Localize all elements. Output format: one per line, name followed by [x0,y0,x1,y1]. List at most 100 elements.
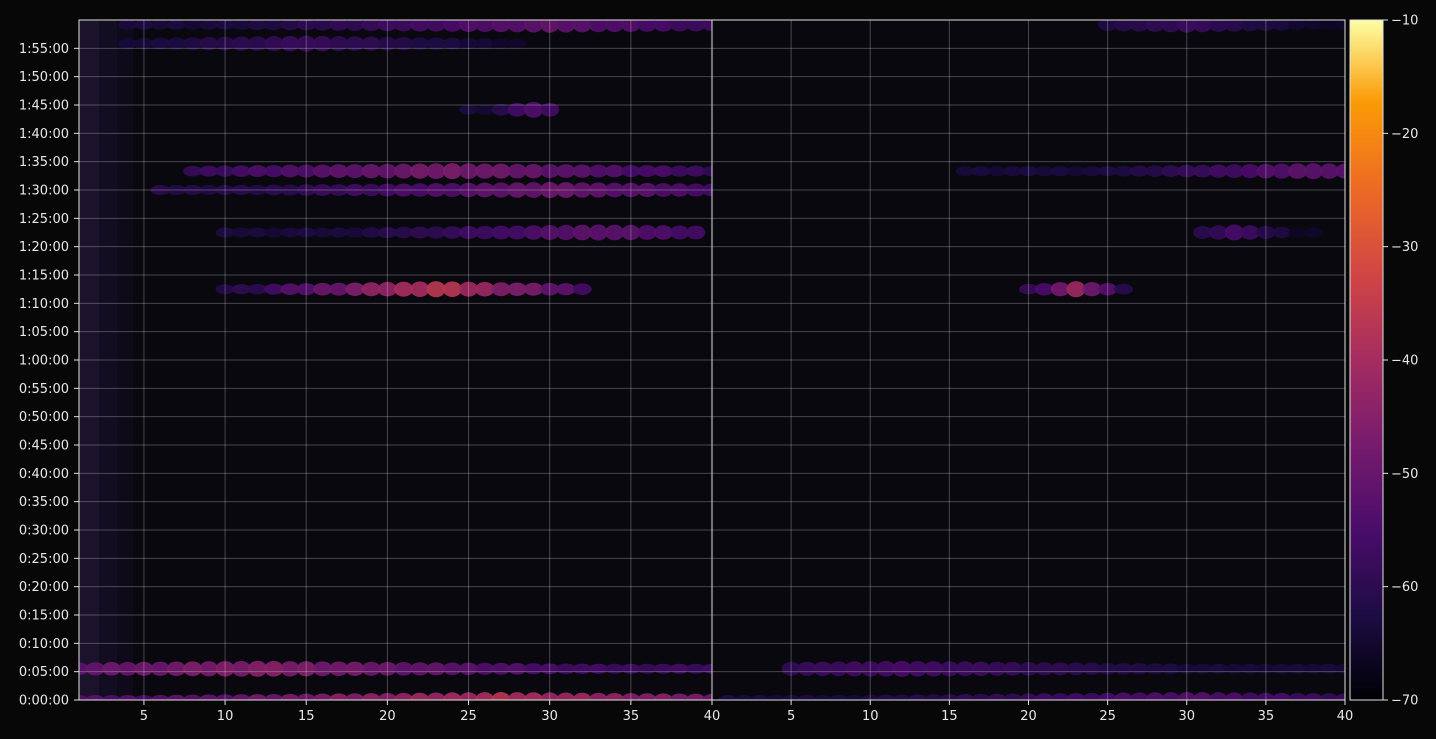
band-cell [361,163,381,179]
y-tick-label: 0:25:00 [19,552,69,567]
band-cell [653,165,673,177]
band-cell [572,224,592,241]
band-cell [637,182,657,198]
band-cell [313,35,332,52]
band-cell [1208,692,1228,700]
band-cell [686,663,706,674]
band-cell [199,20,219,30]
band-cell [248,184,267,196]
band-cell [507,102,527,117]
colorbar [1349,19,1384,701]
band-cell [1050,662,1070,676]
band-cell [231,694,251,700]
band-cell [1256,226,1276,239]
band-cell [1161,663,1181,675]
y-tick-label: 0:55:00 [19,382,69,397]
band-cell [1098,283,1118,296]
band-cell [605,164,625,178]
band-cell [1303,693,1323,700]
band-cell [1098,166,1118,177]
x-tick-label: 40 [1337,709,1354,724]
plot-background-right [712,20,1345,700]
band-cell [329,282,349,296]
band-cell [524,101,543,118]
band-cell [1082,692,1102,700]
band-cell [361,20,381,32]
band-cell [605,692,625,700]
x-tick-label: 5 [140,709,148,724]
band-cell [1193,692,1213,700]
band-cell [394,183,414,197]
band-cell [1019,166,1038,177]
band-cell [876,660,896,677]
band-cell [1034,166,1054,177]
band-cell [1161,165,1181,178]
band-cell [1098,692,1118,700]
band-cell [653,225,673,240]
band-cell [280,184,300,196]
band-cell [1050,282,1070,297]
band-cell [345,164,365,179]
band-cell [329,184,349,196]
band-cell [1034,283,1054,296]
band-cell [183,37,203,51]
band-cell [605,20,625,33]
band-cell [1129,663,1149,675]
band-cell [345,661,365,676]
band-cell [491,103,511,116]
band-cell [280,164,300,178]
band-cell [442,20,462,32]
band-cell [361,282,381,297]
band-cell [345,20,365,31]
band-cell [971,661,991,677]
band-cell [264,36,284,52]
band-cell [166,661,186,677]
x-tick-label: 35 [1258,709,1275,724]
band-cell [215,227,235,238]
x-tick-label: 15 [941,709,958,724]
edge-glow-band-0 [79,20,99,700]
band-cell [653,663,673,674]
band-cell [442,182,462,198]
band-cell [442,662,462,676]
band-cell [1319,20,1339,30]
band-cell [345,36,365,51]
band-cell [572,20,592,33]
band-cell [475,662,495,675]
band-cell [248,165,267,178]
band-cell [1050,166,1070,177]
band-cell [475,182,495,198]
colorbar-tick-label: −10 [1391,14,1418,29]
band-cell [459,182,478,198]
band-cell [329,36,349,52]
band-cell [892,694,912,700]
band-cell [183,661,203,677]
colorbar-tick-label: −30 [1391,240,1418,255]
y-axis-ticks: 0:00:00 0:05:00 0:10:00 0:15:00 0:20:00 0:25:… [19,42,79,709]
band-cell [313,693,332,700]
band-cell [1208,164,1228,178]
band-cell [540,182,560,198]
band-cell [1193,226,1213,239]
band-cell [507,182,527,198]
band-cell [394,20,414,32]
band-cell [1082,166,1102,177]
band-cell [442,37,462,50]
band-cell [797,661,817,676]
band-cell [329,661,349,677]
band-cell [987,166,1007,177]
band-cell [394,226,414,239]
band-cell [199,661,219,677]
band-cell [637,225,657,240]
band-cell [166,20,186,30]
y-tick-label: 1:55:00 [19,42,69,57]
band-cell [150,20,170,30]
band-cell [637,663,657,674]
band-cell [491,692,511,700]
band-cell [215,284,235,295]
band-cell [248,227,267,238]
band-cell [248,660,267,677]
band-cell [166,37,186,50]
band-cell [280,20,300,31]
band-cell [1288,663,1307,674]
